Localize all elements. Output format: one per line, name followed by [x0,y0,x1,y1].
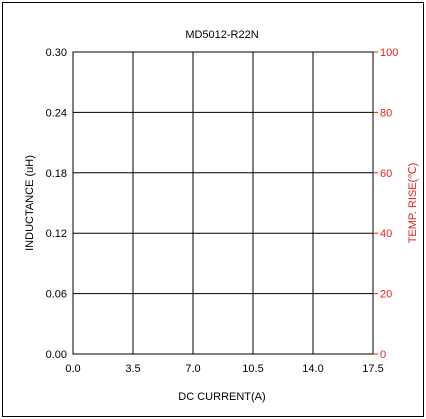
y-tick-label: 0.30 [46,47,67,59]
y-tick-label: 0.00 [46,349,67,361]
x-tick-label: 3.5 [125,363,140,375]
y-tick-label: 0.18 [46,168,67,180]
y2-tick-label: 60 [380,168,392,180]
x-tick-label: 10.5 [242,363,263,375]
y2-axis-label: TEMP. RISE(℃) [407,163,419,244]
x-axis: 0.0 3.5 7.0 10.5 14.0 17.5 [65,363,383,375]
grid [73,52,373,354]
x-tick-label: 14.0 [302,363,323,375]
y2-tick-label: 40 [380,228,392,240]
y-tick-label: 0.12 [46,228,67,240]
x-tick-label: 0.0 [65,363,80,375]
y-axis-right: 0 20 40 60 80 100 [373,47,398,361]
y2-tick-label: 100 [380,47,398,59]
y-axis-label: INDUCTANCE (uH) [24,155,36,251]
y-tick-label: 0.06 [46,289,67,301]
x-tick-label: 7.0 [185,363,200,375]
y-tick-label: 0.24 [46,107,67,119]
y2-tick-label: 0 [380,349,386,361]
chart-title: MD5012-R22N [185,29,258,41]
y-axis-left: 0.00 0.06 0.12 0.18 0.24 0.30 [46,47,67,361]
y2-tick-label: 20 [380,289,392,301]
y2-tick-label: 80 [380,107,392,119]
x-tick-label: 17.5 [362,363,383,375]
plot-area [72,51,374,355]
x-axis-label: DC CURRENT(A) [178,391,265,403]
